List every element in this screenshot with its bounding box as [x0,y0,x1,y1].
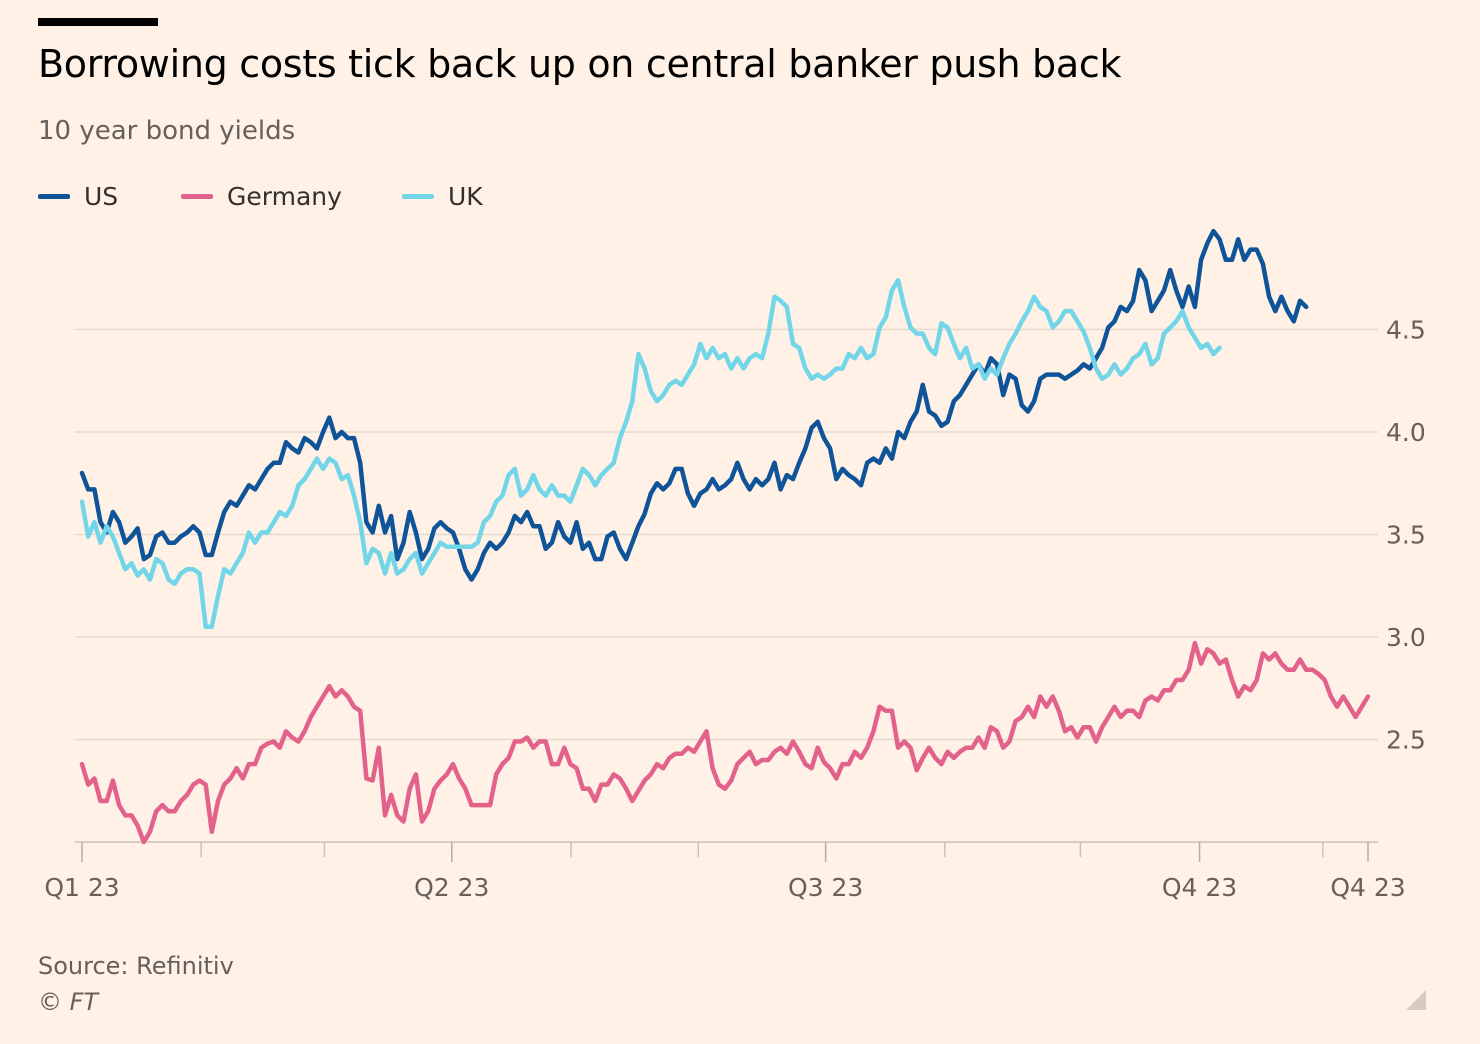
y-tick-label: 3.0 [1386,623,1426,652]
legend-label-uk: UK [448,181,483,211]
legend-item-us: US [38,178,118,214]
x-tick-label: Q4 23 [1162,873,1237,902]
copyright-note: © FT [38,988,99,1016]
legend-item-germany: Germany [181,178,342,214]
y-tick-label: 3.5 [1386,521,1426,550]
legend-label-us: US [84,181,119,211]
legend-swatch-us [38,193,70,199]
x-tick-label: Q3 23 [788,873,863,902]
y-tick-label: 2.5 [1386,726,1426,755]
y-tick-label: 4.0 [1386,418,1426,447]
series-line-us [79,228,1309,582]
series-line-germany [79,640,1371,845]
legend-label-germany: Germany [227,181,342,211]
header-rule [38,18,158,26]
legend-swatch-germany [181,193,213,199]
y-tick-label: 4.5 [1386,316,1426,345]
legend-item-uk: UK [402,178,483,214]
source-note: Source: Refinitiv [38,952,234,980]
x-tick-label: Q4 23 [1330,873,1405,902]
x-tick-label: Q2 23 [414,873,489,902]
resize-corner-icon[interactable] [1404,988,1428,1012]
series-line-uk [79,278,1222,630]
x-tick-label: Q1 23 [44,873,119,902]
chart-title: Borrowing costs tick back up on central … [38,42,1122,86]
legend-swatch-uk [402,193,434,199]
chart-subtitle: 10 year bond yields [38,116,296,146]
